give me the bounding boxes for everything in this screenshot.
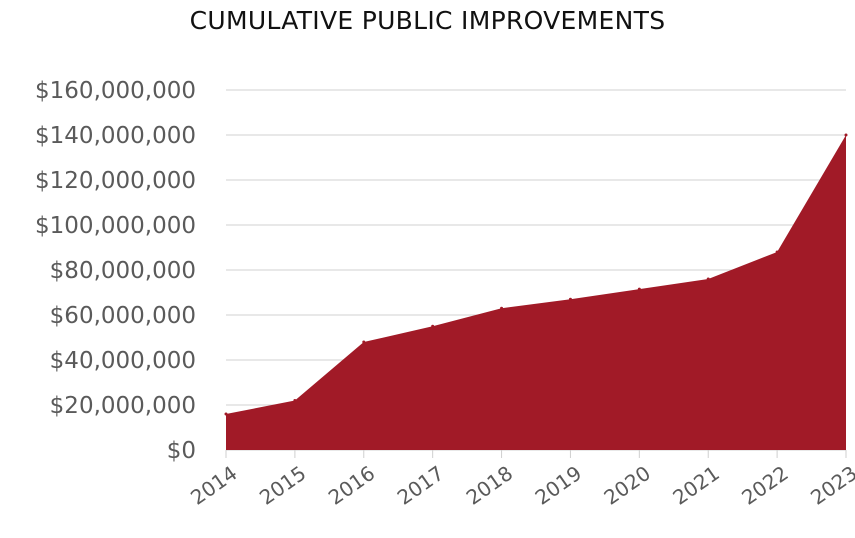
x-tick-label: 2022	[737, 461, 792, 510]
y-tick-label: $20,000,000	[50, 393, 196, 419]
area-series	[224, 133, 848, 450]
data-point	[775, 250, 779, 254]
x-tick-label: 2016	[324, 461, 379, 510]
data-point	[293, 399, 297, 402]
x-tick-label: 2017	[393, 461, 448, 510]
x-tick-label: 2023	[806, 461, 855, 510]
data-point	[568, 297, 572, 301]
y-tick-label: $100,000,000	[35, 213, 196, 239]
x-tick-label: 2020	[599, 461, 654, 510]
data-point	[844, 133, 848, 137]
data-point	[431, 324, 435, 328]
chart-title: CUMULATIVE PUBLIC IMPROVEMENTS	[189, 6, 666, 35]
y-axis-ticks: $0 $20,000,000 $40,000,000 $60,000,000 $80,0…	[35, 78, 196, 464]
y-tick-label: $40,000,000	[50, 348, 196, 374]
x-axis-ticks: 2014 2015 2016 2017 2018 2019 2020 2021 2022 2023	[186, 450, 855, 510]
x-tick-label: 2015	[255, 461, 310, 510]
x-tick-label: 2014	[186, 461, 241, 510]
y-tick-label: $140,000,000	[35, 123, 196, 149]
data-point	[224, 412, 228, 416]
y-tick-label: $60,000,000	[50, 303, 196, 329]
x-tick-label: 2019	[531, 461, 586, 510]
y-tick-label: $120,000,000	[35, 168, 196, 194]
y-tick-label: $0	[167, 438, 196, 464]
data-point	[706, 277, 710, 281]
data-point	[500, 306, 504, 310]
data-point	[637, 287, 641, 291]
data-point	[362, 340, 366, 344]
y-tick-label: $80,000,000	[50, 258, 196, 284]
x-tick-label: 2018	[462, 461, 517, 510]
x-tick-label: 2021	[668, 461, 723, 510]
area-fill	[226, 135, 846, 450]
y-tick-label: $160,000,000	[35, 78, 196, 104]
